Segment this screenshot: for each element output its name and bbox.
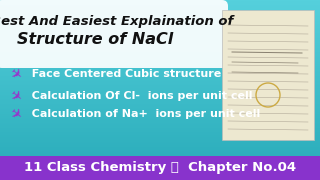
Text: Structure of NaCl: Structure of NaCl — [17, 33, 173, 48]
Text: Best And Easiest Explaination of: Best And Easiest Explaination of — [0, 15, 233, 28]
Text: ✈: ✈ — [6, 65, 24, 83]
Text: Calculation of Na+  ions per unit cell: Calculation of Na+ ions per unit cell — [24, 109, 260, 119]
FancyBboxPatch shape — [222, 10, 314, 140]
Text: ✈: ✈ — [6, 105, 24, 123]
Text: ✈: ✈ — [6, 87, 24, 105]
FancyBboxPatch shape — [0, 0, 228, 68]
Text: Calculation Of Cl-  ions per unit cell: Calculation Of Cl- ions per unit cell — [24, 91, 252, 101]
Text: Face Centered Cubic structure: Face Centered Cubic structure — [24, 69, 221, 79]
Text: 11 Class Chemistry 🍲  Chapter No.04: 11 Class Chemistry 🍲 Chapter No.04 — [24, 161, 296, 174]
Bar — [0, 156, 320, 180]
